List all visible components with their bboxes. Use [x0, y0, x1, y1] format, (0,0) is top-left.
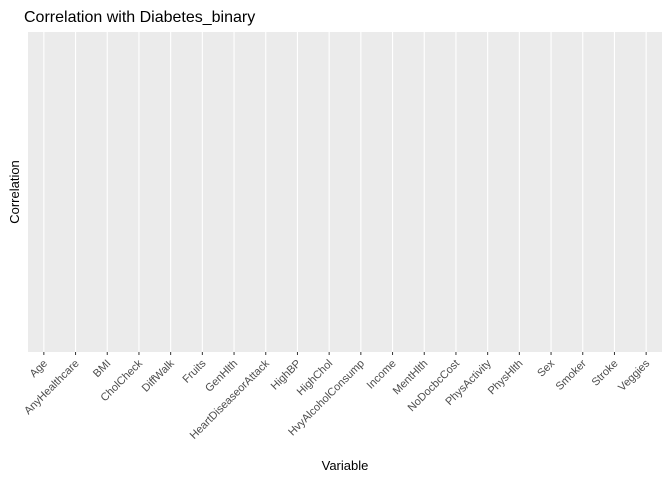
x-tick-label: DiffWalk	[140, 357, 177, 394]
x-tick-label: Smoker	[554, 357, 590, 393]
y-axis-label: Correlation	[7, 160, 22, 224]
x-tick-label: Stroke	[590, 358, 621, 389]
chart-title: Correlation with Diabetes_binary	[24, 9, 255, 26]
x-tick-label: BMI	[91, 358, 113, 380]
x-tick-label: AnyHealthcare	[22, 358, 82, 418]
x-axis-label: Variable	[322, 458, 369, 473]
x-tick-label: Fruits	[181, 357, 209, 385]
x-tick-label: Sex	[535, 357, 557, 379]
x-tick-label: Veggies	[616, 357, 653, 394]
x-tick-label: PhysHlth	[486, 358, 526, 398]
x-tick-label: Age	[28, 358, 50, 380]
plot-panel	[28, 32, 662, 352]
